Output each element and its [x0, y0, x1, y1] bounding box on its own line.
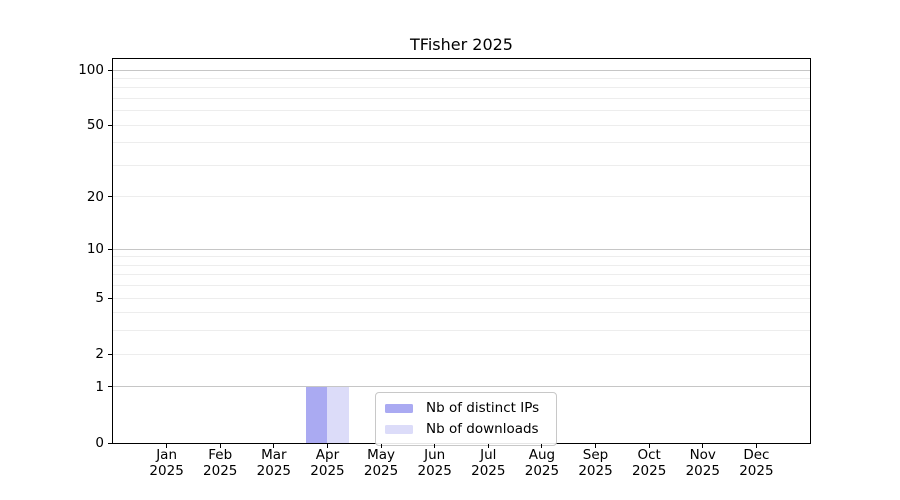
x-tick-label: Jul 2025 [471, 447, 506, 479]
y-gridline-major [113, 386, 810, 388]
x-tick-label: Apr 2025 [310, 447, 345, 479]
x-tick [755, 444, 757, 448]
y-gridline-minor [113, 87, 810, 89]
y-gridline-minor [113, 256, 810, 258]
y-tick-label: 50 [86, 117, 104, 134]
x-tick-label: Dec 2025 [739, 447, 774, 479]
legend-swatch-downloads [385, 424, 413, 435]
x-tick-label: Jan 2025 [149, 447, 184, 479]
x-tick [166, 444, 168, 448]
y-gridline-minor [113, 97, 810, 99]
y-tick-label: 10 [86, 241, 104, 258]
y-tick [108, 248, 112, 250]
y-gridline-minor [113, 196, 810, 198]
x-tick-label: Jun 2025 [417, 447, 452, 479]
legend-swatch-distinct-ips [385, 403, 413, 414]
chart-title: TFisher 2025 [410, 35, 513, 54]
y-tick-label: 1 [95, 378, 104, 395]
x-tick-label: May 2025 [363, 447, 399, 479]
x-tick-label: Feb 2025 [203, 447, 238, 479]
y-tick-label: 20 [86, 188, 104, 205]
y-tick [108, 353, 112, 355]
y-tick [108, 442, 112, 444]
y-tick-label: 2 [95, 346, 104, 363]
y-gridline-minor [113, 164, 810, 166]
y-gridline-minor [113, 285, 810, 287]
y-tick [108, 69, 112, 71]
y-gridline-minor [113, 124, 810, 126]
x-tick-label: Oct 2025 [631, 447, 667, 479]
y-tick-label: 0 [95, 435, 104, 451]
x-tick [595, 444, 597, 448]
bar-downloads [327, 386, 349, 443]
legend-row-distinct-ips: Nb of distinct IPs [385, 398, 539, 419]
x-tick [487, 444, 489, 448]
x-tick [702, 444, 704, 448]
y-gridline-major [113, 248, 810, 250]
y-tick [108, 124, 112, 126]
y-tick [108, 386, 112, 388]
legend-label-downloads: Nb of downloads [426, 421, 539, 437]
y-tick-label: 5 [95, 290, 104, 307]
y-gridline-minor [113, 312, 810, 314]
x-tick [434, 444, 436, 448]
x-tick-label: Sep 2025 [578, 447, 613, 479]
y-gridline-minor [113, 77, 810, 79]
y-gridline-minor [113, 297, 810, 299]
legend-label-distinct-ips: Nb of distinct IPs [426, 400, 540, 416]
x-tick [380, 444, 382, 448]
x-tick [648, 444, 650, 448]
y-tick [108, 196, 112, 198]
y-gridline-minor [113, 264, 810, 266]
y-tick-label: 100 [78, 62, 104, 78]
y-gridline-minor [113, 274, 810, 276]
bar-distinct-ips [306, 386, 328, 443]
y-gridline-minor [113, 142, 810, 144]
legend-row-downloads: Nb of downloads [385, 419, 539, 440]
x-tick-label: Mar 2025 [256, 447, 292, 479]
plot-area: Nb of distinct IPs Nb of downloads [112, 58, 811, 446]
y-gridline-minor [113, 110, 810, 112]
x-tick-label: Nov 2025 [685, 447, 720, 479]
x-tick [541, 444, 543, 448]
x-tick [326, 444, 328, 448]
y-tick [108, 297, 112, 299]
legend: Nb of distinct IPs Nb of downloads [375, 392, 558, 446]
x-tick [273, 444, 275, 448]
y-gridline-minor [113, 353, 810, 355]
y-gridline-major [113, 69, 810, 71]
x-tick-label: Aug 2025 [524, 447, 560, 479]
x-tick [219, 444, 221, 448]
y-gridline-minor [113, 330, 810, 332]
